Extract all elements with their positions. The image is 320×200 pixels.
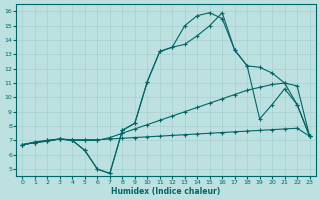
X-axis label: Humidex (Indice chaleur): Humidex (Indice chaleur) [111,187,221,196]
